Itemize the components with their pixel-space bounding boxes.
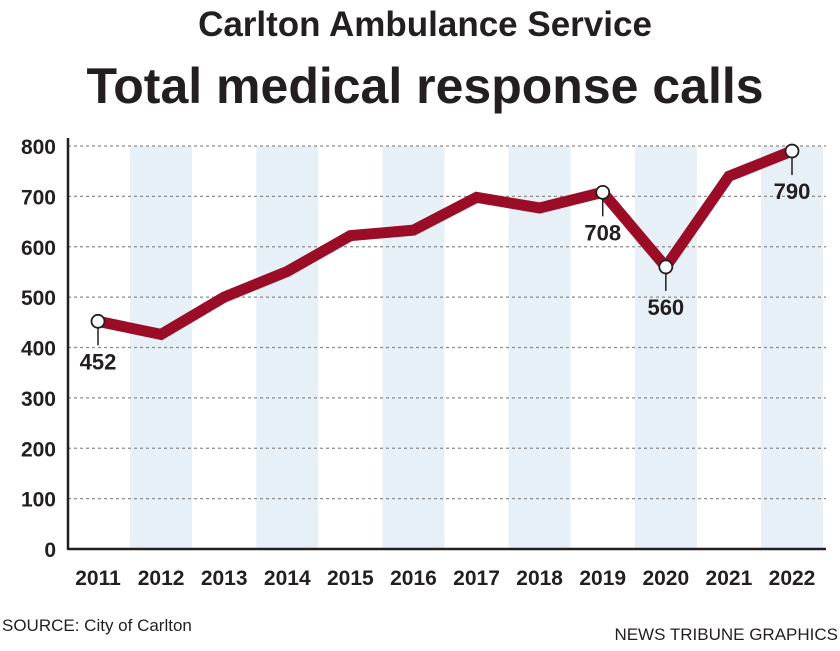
x-tick-label: 2012 — [138, 567, 185, 590]
data-marker — [595, 184, 611, 200]
y-tick-label: 600 — [21, 237, 56, 260]
x-tick-label: 2022 — [769, 567, 816, 590]
x-tick-label: 2017 — [453, 567, 500, 590]
data-marker — [90, 313, 106, 329]
x-tick-label: 2016 — [390, 567, 437, 590]
y-tick-label: 0 — [44, 539, 56, 562]
y-tick-label: 100 — [21, 489, 56, 512]
chart-subtitle: Total medical response calls — [86, 58, 763, 114]
data-label: 452 — [80, 349, 117, 374]
x-tick-label: 2018 — [516, 567, 563, 590]
y-tick-label: 400 — [21, 338, 56, 361]
data-line — [96, 145, 795, 341]
x-tick-label: 2020 — [642, 567, 689, 590]
data-label: 560 — [647, 295, 684, 320]
chart-title: Carlton Ambulance Service — [198, 5, 652, 44]
x-tick-label: 2014 — [264, 567, 311, 590]
x-tick-label: 2013 — [201, 567, 248, 590]
credit-note: NEWS TRIBUNE GRAPHICS — [614, 625, 838, 644]
y-tick-label: 500 — [21, 287, 56, 310]
y-tick-label: 300 — [21, 388, 56, 411]
data-marker — [658, 259, 674, 275]
x-tick-label: 2015 — [327, 567, 374, 590]
x-tick-label: 2019 — [579, 567, 626, 590]
x-tick-label: 2021 — [706, 567, 753, 590]
source-note: SOURCE: City of Carlton — [2, 616, 192, 635]
y-tick-label: 800 — [21, 136, 56, 159]
data-label: 790 — [774, 179, 811, 204]
data-marker — [784, 143, 800, 159]
y-tick-label: 700 — [21, 186, 56, 209]
x-tick-label: 2011 — [75, 567, 121, 590]
y-tick-label: 200 — [21, 438, 56, 461]
data-label: 708 — [584, 220, 621, 245]
